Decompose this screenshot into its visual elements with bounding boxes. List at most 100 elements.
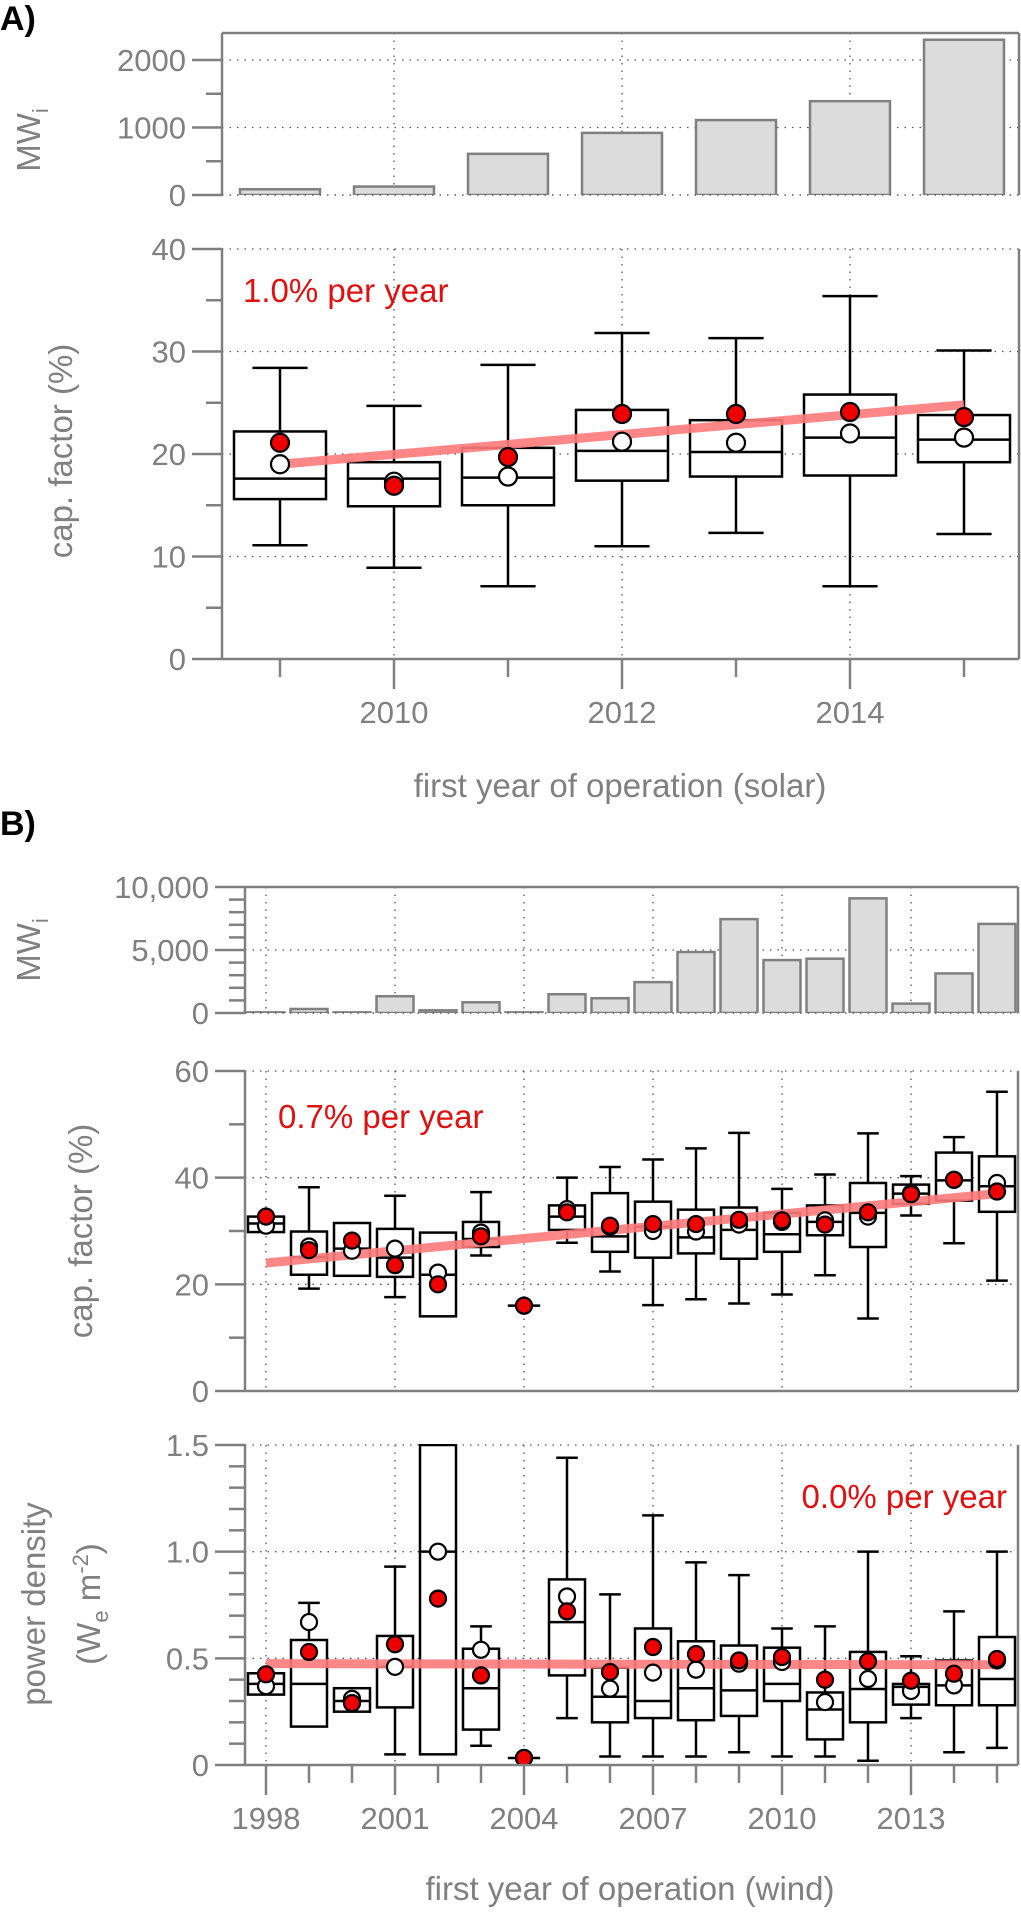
wind-mw-bar <box>762 958 802 1013</box>
solar-cf-box-group <box>346 404 442 570</box>
wind-mw-bar <box>977 922 1017 1013</box>
wind-mw-ylabel-sub: i <box>28 918 53 923</box>
wind-mw-bar <box>934 972 974 1013</box>
wind-cf-trend-label: 0.7% per year <box>278 1098 483 1135</box>
wind-mw-bar <box>805 957 845 1013</box>
wind-pd-ylabel-line1: power density <box>15 1502 52 1706</box>
wind-pd-xtick-label: 2010 <box>748 1801 817 1836</box>
wind-pd-ylabel-sub: e <box>88 1610 113 1622</box>
solar-cf-mean-capacity-marker <box>725 403 747 425</box>
wind-pd-mean-capacity-marker <box>643 1637 663 1657</box>
solar-mw-ylabel-main: MW <box>10 112 47 171</box>
wind-cf-panel: 0 20 40 60 0.7% per year <box>175 1054 1020 1409</box>
wind-cf-ytick-label: 20 <box>175 1267 209 1302</box>
wind-xlabel: first year of operation (wind) <box>425 1870 834 1907</box>
solar-mw-bar <box>694 118 778 195</box>
wind-cf-box-group <box>934 1135 974 1245</box>
wind-mw-ytick-label: 0 <box>192 996 209 1031</box>
wind-pd-box-group <box>375 1565 415 1756</box>
wind-mw-bar <box>719 917 759 1013</box>
wind-pd-mean-capacity-marker <box>514 1748 534 1765</box>
wind-pd-box-group <box>719 1573 759 1754</box>
wind-pd-content <box>246 1444 1017 1765</box>
wind-pd-panel: 0 0.5 1.0 1.5 0.0% per year 1998 2001 2004 2007 2… <box>166 1428 1020 1836</box>
wind-cf-mean-capacity-marker <box>600 1216 620 1235</box>
solar-cf-panel: 0 10 20 30 40 1.0% per year 2010 2012 2014 <box>152 232 1021 730</box>
solar-cf-mean-capacity-marker <box>269 432 291 453</box>
solar-cf-ylabel: cap. factor (%) <box>42 344 79 559</box>
solar-cf-mean-capacity-marker <box>839 401 861 423</box>
wind-cf-mean-capacity-marker <box>471 1227 491 1246</box>
wind-cf-ytick-label: 40 <box>175 1161 209 1196</box>
wind-cf-mean-capacity-marker <box>772 1211 792 1230</box>
wind-cf-mean-capacity-marker <box>299 1241 319 1260</box>
wind-mw-bar <box>547 992 587 1013</box>
solar-cf-mean-capacity-marker <box>953 407 975 428</box>
solar-cf-mean-plant-marker <box>269 454 291 475</box>
wind-cf-content <box>246 1090 1017 1320</box>
solar-xlabel: first year of operation (solar) <box>414 767 827 804</box>
wind-cf-mean-capacity-marker <box>686 1214 706 1234</box>
solar-mw-ylabel-sub: i <box>28 108 53 113</box>
wind-mw-bar <box>590 997 630 1013</box>
wind-pd-ylabel-prefix: (W <box>70 1622 107 1665</box>
wind-pd-xtick-label: 2001 <box>361 1801 430 1836</box>
wind-mw-panel: 0 5,000 10,000 <box>114 870 1020 1031</box>
wind-cf-mean-capacity-marker <box>643 1214 663 1234</box>
wind-cf-mean-capacity-marker <box>815 1215 835 1234</box>
wind-pd-mean-plant-marker <box>428 1542 448 1561</box>
solar-cf-mean-plant-marker <box>839 423 861 444</box>
solar-mw-ytick-label: 2000 <box>117 43 186 78</box>
wind-pd-mean-capacity-marker <box>815 1670 835 1689</box>
panel-label-a: A) <box>0 0 36 38</box>
solar-cf-ytick-label: 10 <box>152 540 186 575</box>
wind-pd-ylabel-mid: m <box>70 1574 107 1611</box>
wind-pd-mean-capacity-marker <box>901 1671 921 1690</box>
wind-pd-mean-capacity-marker <box>600 1662 620 1682</box>
wind-cf-box <box>848 1181 888 1249</box>
wind-cf-box-group <box>848 1132 888 1320</box>
wind-cf-mean-capacity-marker <box>987 1182 1007 1201</box>
solar-cf-trend-label: 1.0% per year <box>243 272 448 309</box>
solar-cf-mean-plant-marker <box>953 427 975 448</box>
wind-pd-mean-plant-marker <box>385 1657 405 1676</box>
wind-pd-ytick-label: 0.5 <box>166 1641 209 1676</box>
wind-mw-ytick-label: 5,000 <box>131 933 209 968</box>
wind-mw-ylabel-main: MW <box>10 922 47 981</box>
solar-cf-box <box>346 460 442 508</box>
wind-pd-box-group <box>977 1550 1017 1750</box>
wind-cf-mean-capacity-marker <box>428 1275 448 1294</box>
wind-pd-mean-plant-marker <box>471 1640 491 1659</box>
solar-mw-ylabel: MWi <box>10 108 53 172</box>
solar-cf-mean-capacity-marker <box>383 475 405 496</box>
wind-pd-mean-capacity-marker <box>471 1666 491 1685</box>
wind-mw-bar <box>418 1009 458 1013</box>
wind-pd-mean-plant-marker <box>643 1663 663 1682</box>
wind-pd-mean-capacity-marker <box>557 1602 577 1621</box>
wind-cf-mean-capacity-marker <box>342 1231 362 1250</box>
wind-pd-box-group <box>762 1627 802 1758</box>
wind-cf-mean-capacity-marker <box>385 1256 405 1275</box>
wind-pd-mean-plant-marker <box>815 1692 835 1712</box>
solar-cf-ytick-label: 30 <box>152 335 186 370</box>
solar-cf-mean-plant-marker <box>611 431 633 452</box>
wind-pd-ylabel-suffix: ) <box>70 1543 107 1554</box>
solar-mw-bar <box>580 131 664 195</box>
solar-cf-content <box>232 294 1012 588</box>
solar-mw-bar <box>238 188 322 195</box>
wind-mw-bar <box>891 1002 931 1013</box>
solar-cf-xtick-label: 2014 <box>816 695 885 730</box>
wind-pd-xtick-label: 1998 <box>232 1801 301 1836</box>
wind-pd-trend-label: 0.0% per year <box>802 1478 1007 1515</box>
wind-pd-mean-capacity-marker <box>299 1642 319 1662</box>
wind-cf-mean-capacity-marker <box>901 1185 921 1204</box>
wind-pd-mean-capacity-marker <box>858 1652 878 1671</box>
wind-pd-ytick-label: 1.5 <box>166 1428 209 1463</box>
wind-pd-box <box>977 1635 1017 1707</box>
wind-pd-mean-plant-marker <box>686 1660 706 1679</box>
solar-mw-ytick-label: 1000 <box>117 111 186 146</box>
wind-mw-bar <box>633 980 673 1013</box>
wind-pd-ytick-label: 0 <box>192 1748 209 1783</box>
solar-mw-bar <box>352 185 436 195</box>
wind-pd-mean-capacity-marker <box>385 1635 405 1654</box>
